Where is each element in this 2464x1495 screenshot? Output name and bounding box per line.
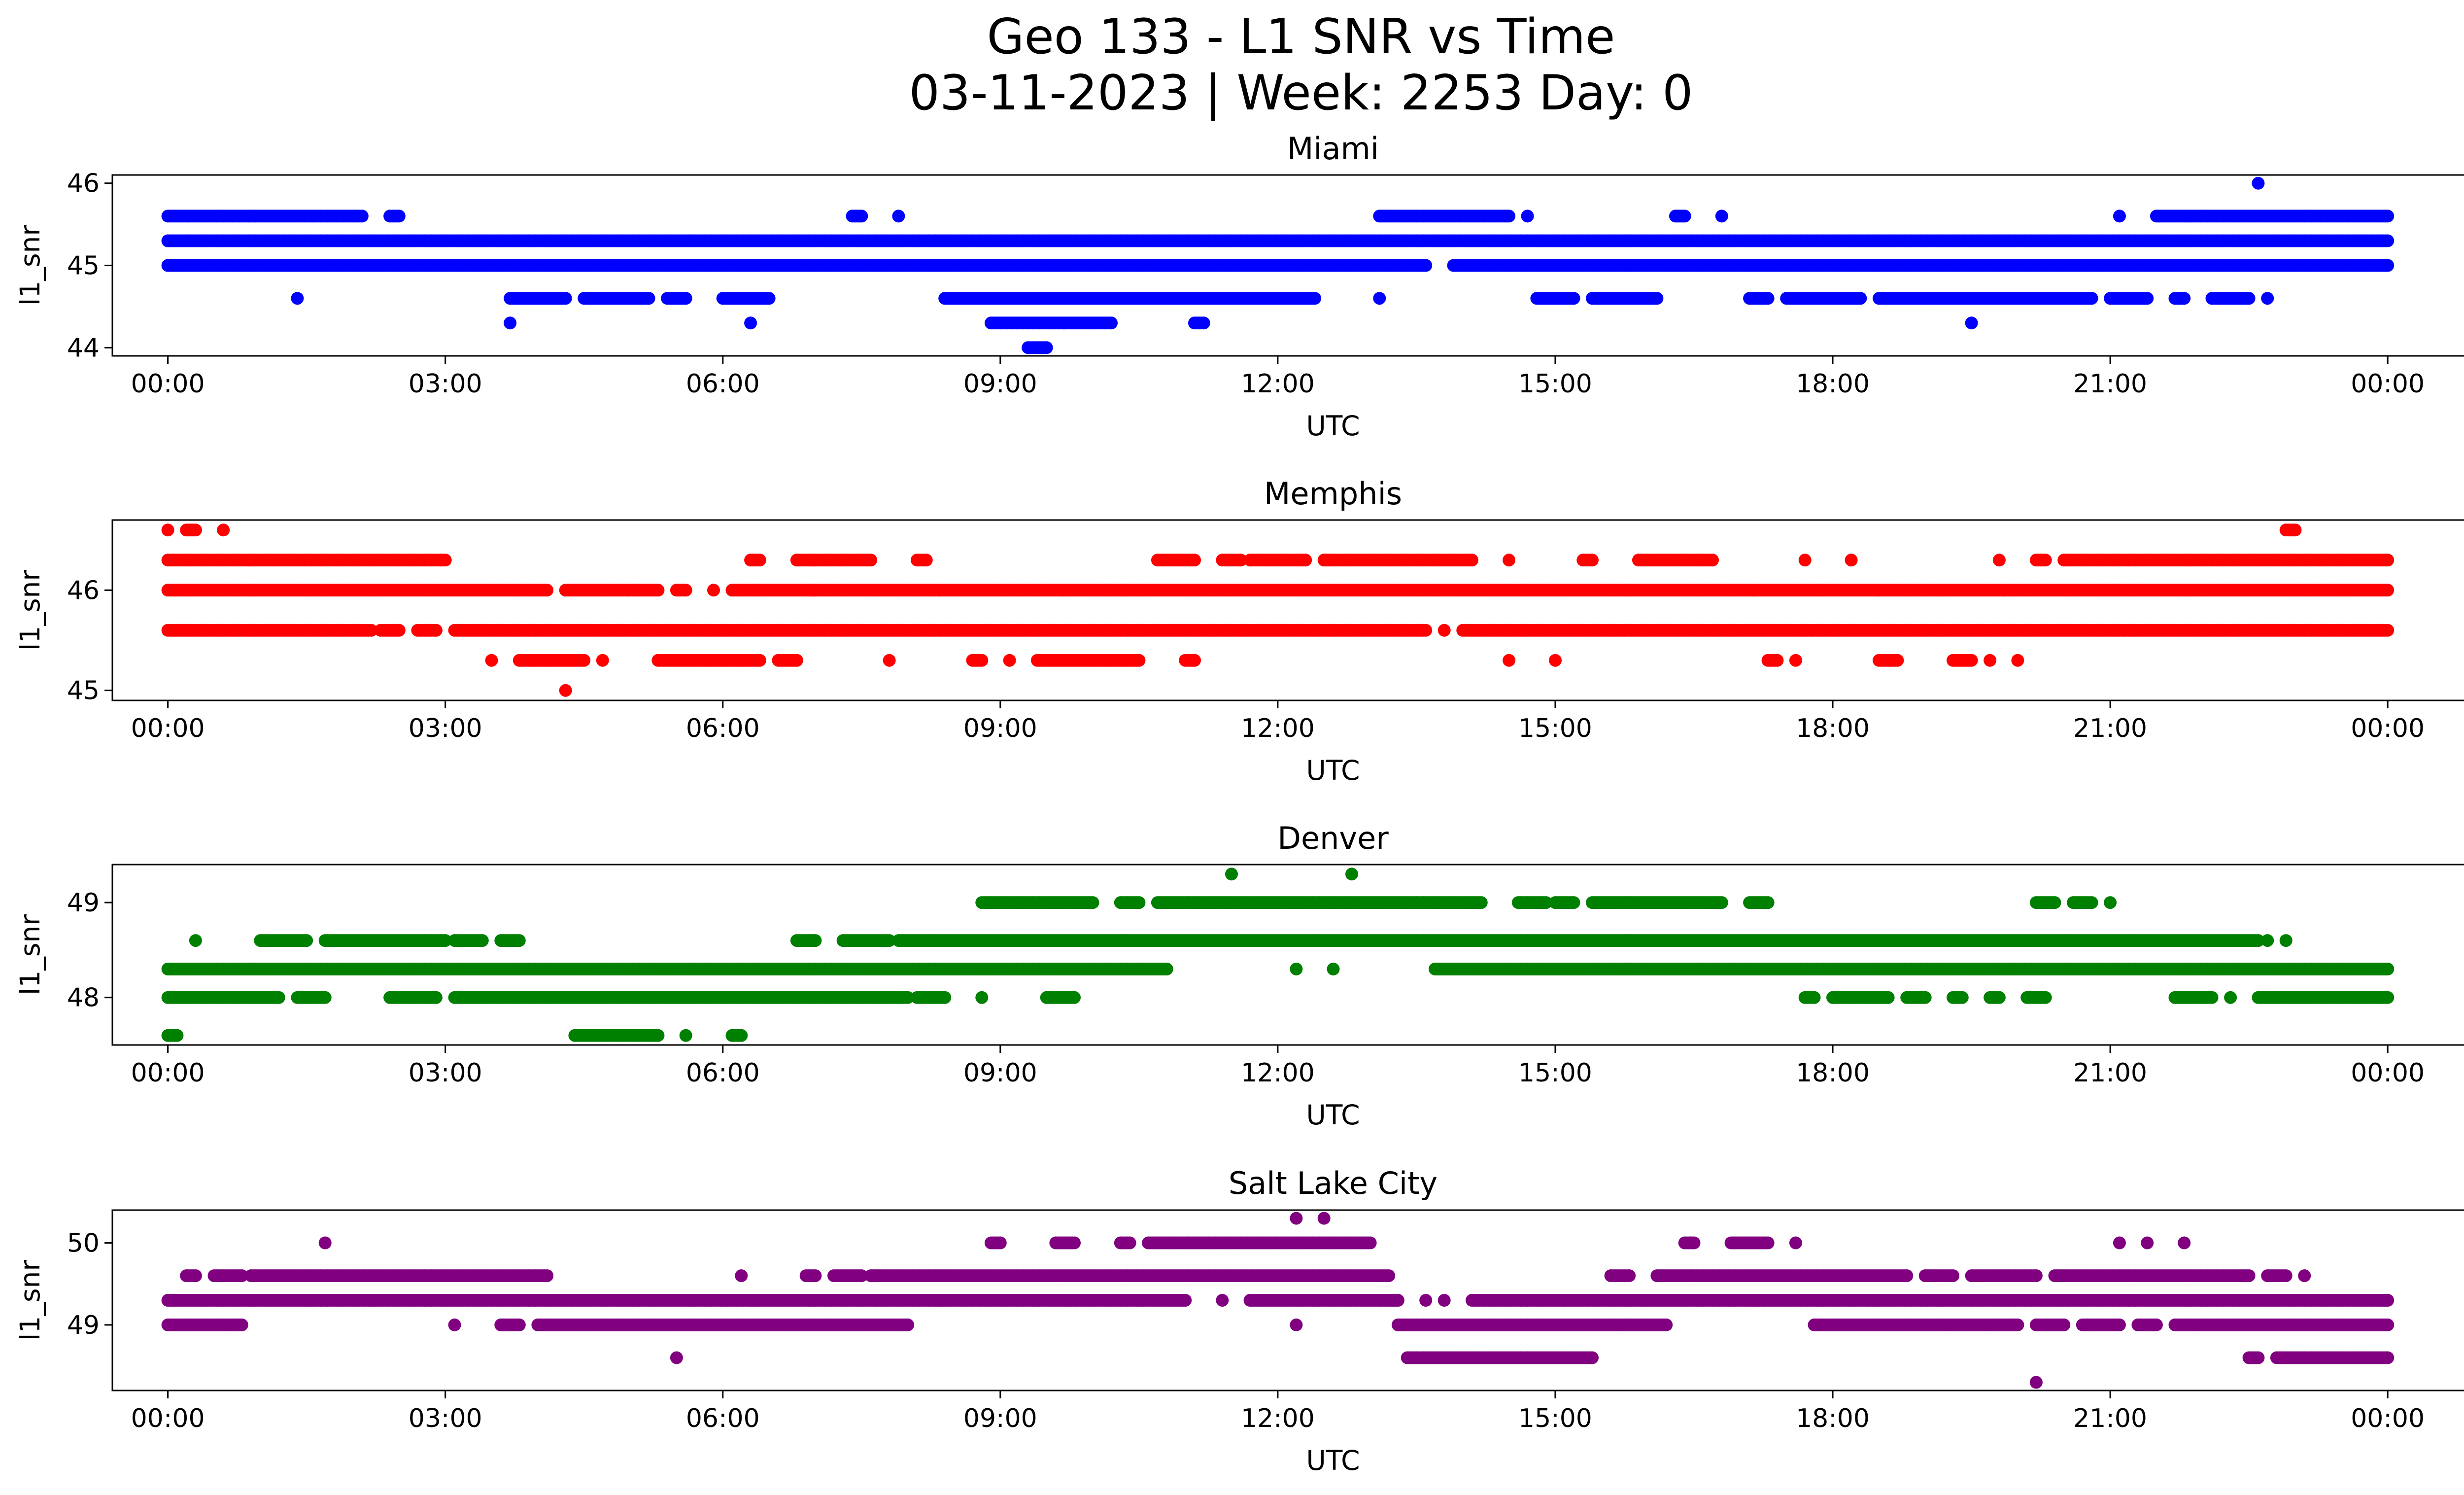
data-point xyxy=(744,316,757,330)
data-point xyxy=(2085,292,2098,305)
data-point xyxy=(1678,209,1691,223)
data-point xyxy=(1503,554,1516,567)
data-point xyxy=(559,292,572,305)
panel-title: Miami xyxy=(1287,131,1379,167)
figure-title-line1: Geo 133 - L1 SNR vs Time xyxy=(987,9,1615,65)
data-point xyxy=(355,209,369,223)
x-axis-label: UTC xyxy=(1306,410,1360,442)
data-point xyxy=(1419,259,1433,272)
x-tick-label: 18:00 xyxy=(1796,369,1870,399)
data-point xyxy=(2242,292,2256,305)
data-point xyxy=(892,209,905,223)
data-point xyxy=(1188,554,1201,567)
data-point xyxy=(2113,209,2126,223)
data-point xyxy=(1308,292,1321,305)
data-point xyxy=(1761,292,1775,305)
x-tick-label: 12:00 xyxy=(1241,369,1315,399)
y-tick-label: 46 xyxy=(67,169,100,199)
y-axis-label: l1_snr xyxy=(14,225,46,306)
data-point xyxy=(2252,176,2265,190)
data-point xyxy=(439,554,452,567)
data-point xyxy=(1706,554,1719,567)
data-point xyxy=(1373,292,1386,305)
data-point xyxy=(1650,292,1664,305)
data-point xyxy=(392,209,406,223)
panel-miami: Miami 00:00 03:00 06:00 09:00 12:00 15:00 18:0… xyxy=(14,131,2464,442)
x-tick-label: 00:00 xyxy=(131,369,205,399)
data-point xyxy=(1105,316,1118,330)
data-point xyxy=(1992,554,2006,567)
data-point xyxy=(1567,292,1580,305)
data-points xyxy=(161,176,2395,354)
x-tick-label: 00:00 xyxy=(2351,369,2425,399)
data-point xyxy=(2381,259,2395,272)
x-tick-label: 21:00 xyxy=(2073,369,2147,399)
figure-title-line2: 03-11-2023 | Week: 2253 Day: 0 xyxy=(909,65,1693,121)
data-point xyxy=(2178,292,2191,305)
panel-title: Memphis xyxy=(1264,476,1402,512)
data-point xyxy=(1197,316,1210,330)
data-point xyxy=(920,554,933,567)
data-point xyxy=(541,584,554,597)
data-point xyxy=(1854,292,1867,305)
data-point xyxy=(429,624,443,637)
x-tick-label: 03:00 xyxy=(409,369,482,399)
data-point xyxy=(679,292,692,305)
y-tick-label: 44 xyxy=(67,333,100,363)
data-point xyxy=(1845,554,1858,567)
data-point xyxy=(1521,209,1534,223)
data-point xyxy=(1040,341,1053,354)
data-point xyxy=(855,209,868,223)
data-point xyxy=(679,584,692,597)
data-point xyxy=(642,292,655,305)
data-point xyxy=(1299,554,1312,567)
data-point xyxy=(864,554,878,567)
data-point xyxy=(1419,624,1433,637)
data-point xyxy=(392,624,406,637)
x-tick-label: 15:00 xyxy=(1518,369,1592,399)
data-point xyxy=(1586,554,1599,567)
data-point xyxy=(707,584,720,597)
data-point xyxy=(2381,209,2395,223)
data-point xyxy=(2141,292,2154,305)
data-point xyxy=(1466,554,1478,567)
data-point xyxy=(2261,292,2274,305)
data-point xyxy=(2039,554,2052,567)
data-point xyxy=(762,292,776,305)
data-point xyxy=(1965,316,1978,330)
data-point xyxy=(2381,584,2395,597)
y-tick-label: 45 xyxy=(67,251,100,281)
data-point xyxy=(1798,554,1812,567)
data-point xyxy=(1437,624,1451,637)
x-tick-label: 09:00 xyxy=(963,369,1037,399)
data-point xyxy=(1715,209,1728,223)
data-point xyxy=(291,292,304,305)
data-point xyxy=(2381,624,2395,637)
data-point xyxy=(1503,209,1516,223)
data-point xyxy=(2381,234,2395,247)
data-point xyxy=(753,554,766,567)
data-point xyxy=(504,316,517,330)
data-point xyxy=(651,584,665,597)
x-tick-label: 06:00 xyxy=(686,369,760,399)
